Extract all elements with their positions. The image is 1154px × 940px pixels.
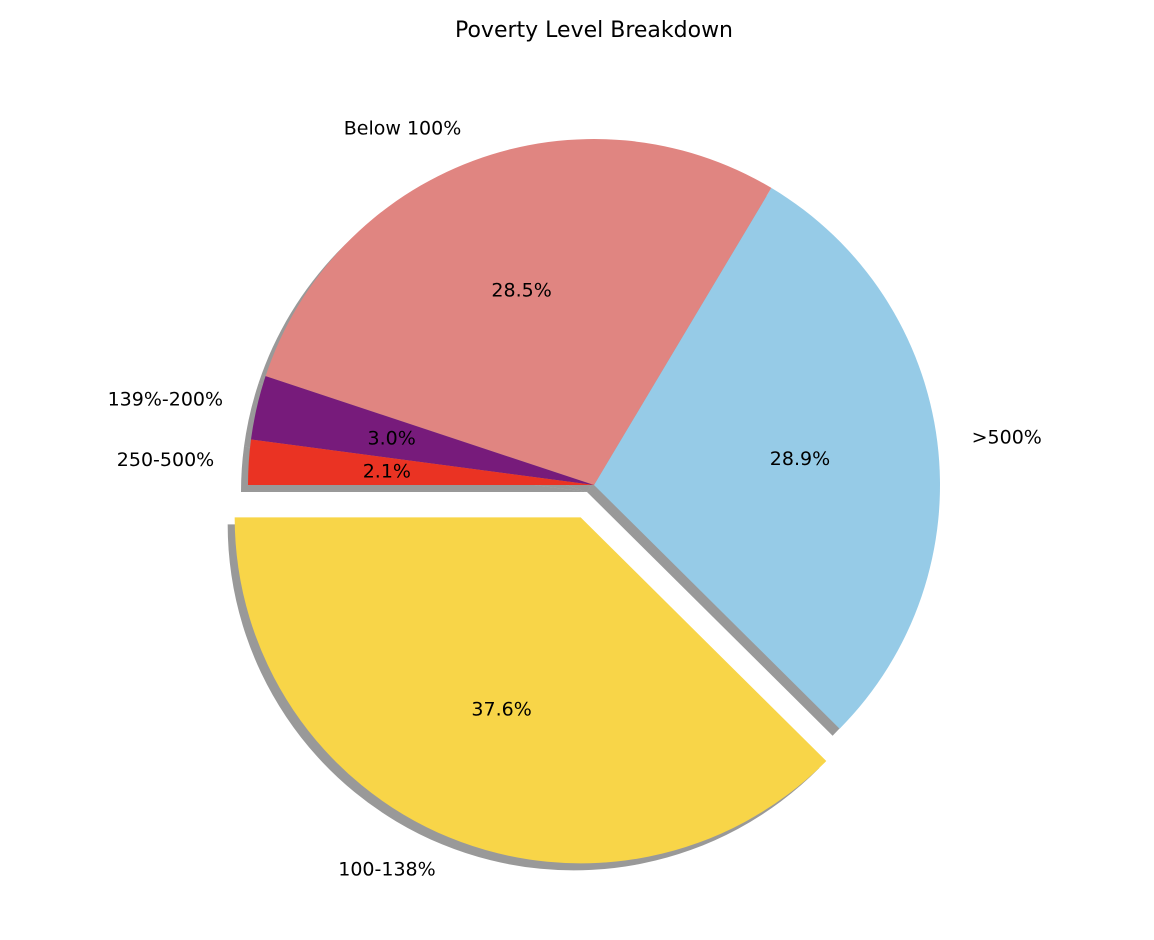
slice-label-500: >500% — [972, 426, 1042, 448]
slice-label-139-200: 139%-200% — [108, 389, 224, 411]
pie-slice-100-138 — [234, 517, 827, 864]
slice-percent-139-200: 3.0% — [368, 427, 416, 449]
slice-label-250-500: 250-500% — [117, 449, 214, 471]
pie-slice-below-100 — [265, 138, 772, 485]
pie-slice-139-200 — [251, 376, 594, 485]
slice-percent-250-500: 2.1% — [363, 460, 411, 482]
slice-percent-below-100: 28.5% — [491, 279, 551, 301]
slice-label-100-138: 100-138% — [338, 858, 435, 880]
slice-label-below-100: Below 100% — [344, 117, 462, 139]
pie-slice-500 — [594, 187, 940, 729]
pie-slice-layer — [234, 138, 940, 864]
slice-percent-500: 28.9% — [770, 448, 830, 470]
chart-title: Poverty Level Breakdown — [455, 18, 733, 43]
pie-label-layer: 100-138% 37.6% >500% 28.9% Below 100% 28.5% 13… — [108, 117, 1042, 880]
slice-percent-100-138: 37.6% — [471, 698, 531, 720]
pie-slice-250-500 — [248, 439, 594, 485]
